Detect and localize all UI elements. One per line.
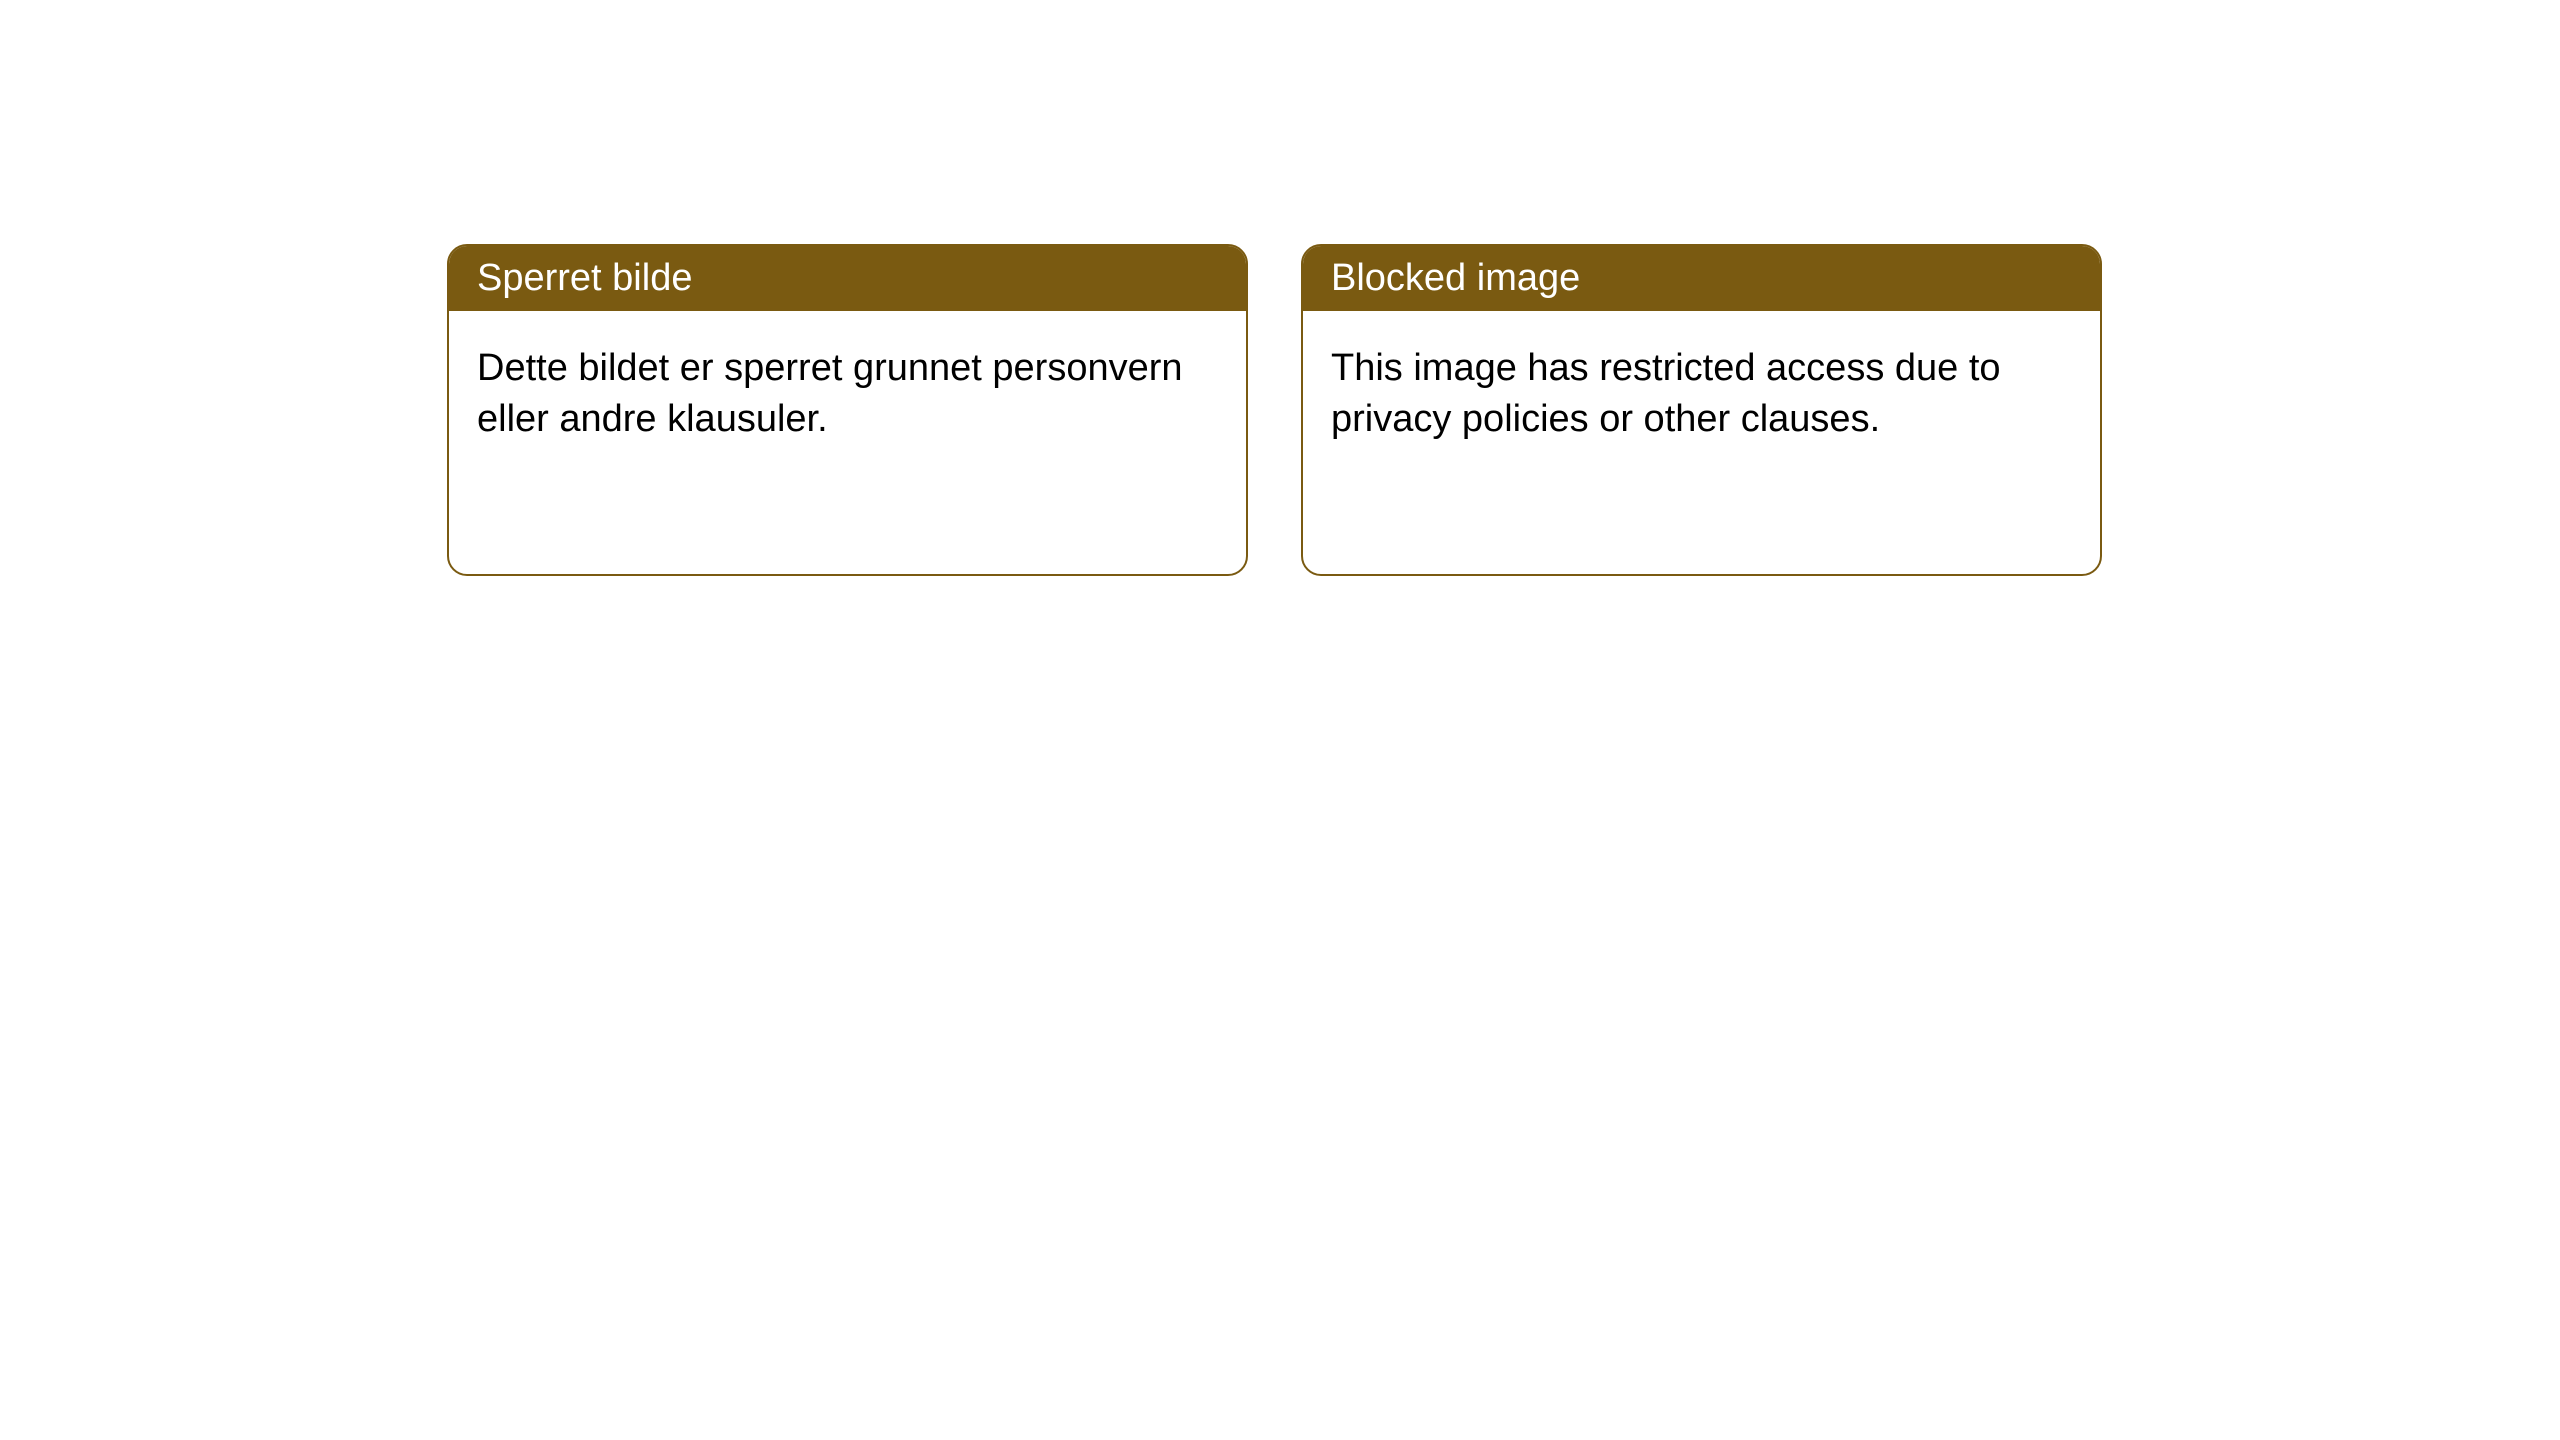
notice-card-header: Sperret bilde [449, 246, 1246, 311]
notice-card-body: Dette bildet er sperret grunnet personve… [449, 311, 1246, 574]
notice-card-norwegian: Sperret bilde Dette bildet er sperret gr… [447, 244, 1248, 576]
notice-card-english: Blocked image This image has restricted … [1301, 244, 2102, 576]
notice-card-message: This image has restricted access due to … [1331, 347, 2001, 440]
notice-card-body: This image has restricted access due to … [1303, 311, 2100, 574]
notice-card-title: Blocked image [1331, 257, 1580, 299]
notice-card-title: Sperret bilde [477, 257, 692, 299]
notice-cards-container: Sperret bilde Dette bildet er sperret gr… [447, 244, 2102, 576]
notice-card-message: Dette bildet er sperret grunnet personve… [477, 347, 1183, 440]
notice-card-header: Blocked image [1303, 246, 2100, 311]
